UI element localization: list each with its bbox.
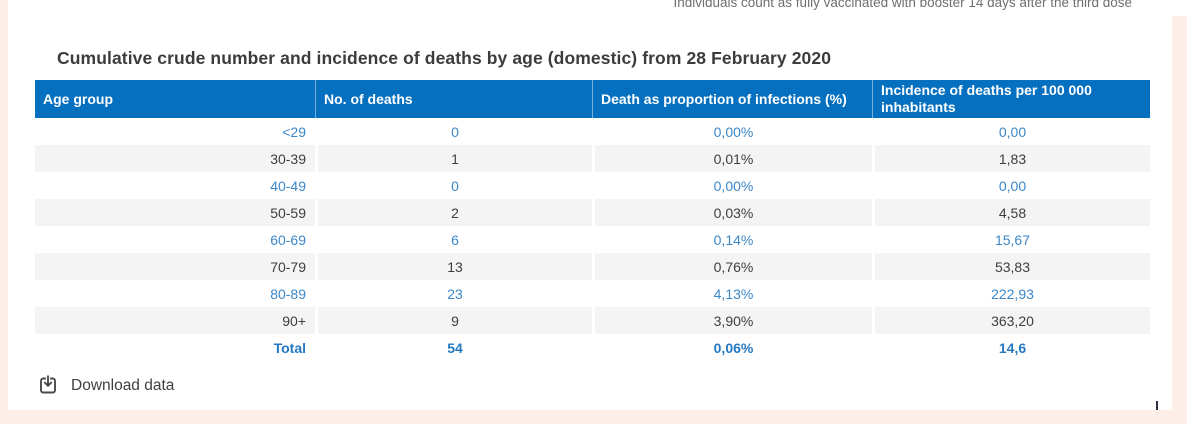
table-cell: 3,90% [592,307,872,334]
table-cell: 0 [315,172,592,199]
page-frame-left [0,0,8,424]
deaths-by-age-table: Age group No. of deaths Death as proport… [35,80,1150,361]
table-row: 90+ 9 3,90% 363,20 [35,307,1150,334]
table-cell: 1,83 [872,145,1150,172]
table-cell: 0,00 [872,118,1150,145]
table-cell-total: Total [35,334,315,361]
table-cell: 60-69 [35,226,315,253]
table-cell: 0,76% [592,253,872,280]
table-row: 60-69 6 0,14% 15,67 [35,226,1150,253]
table-cell: 30-39 [35,145,315,172]
table-cell: 0,03% [592,199,872,226]
table-row: <29 0 0,00% 0,00 [35,118,1150,145]
download-data-label: Download data [71,376,175,394]
table-cell: 50-59 [35,199,315,226]
table-cell: 13 [315,253,592,280]
page-frame-bottom [0,410,1187,424]
download-data-button[interactable]: Download data [38,375,174,396]
table-cell: 0 [315,118,592,145]
table-cell: 4,58 [872,199,1150,226]
header-proportion: Death as proportion of infections (%) [592,80,872,118]
table-cell: 0,01% [592,145,872,172]
scroll-indicator [1156,401,1158,410]
table-cell: 40-49 [35,172,315,199]
header-no-deaths: No. of deaths [315,80,592,118]
table-row: 30-39 1 0,01% 1,83 [35,145,1150,172]
table-cell: 0,00% [592,118,872,145]
table-row: 50-59 2 0,03% 4,58 [35,199,1150,226]
page-title: Cumulative crude number and incidence of… [57,47,832,68]
table-cell: 6 [315,226,592,253]
table-cell: 363,20 [872,307,1150,334]
table-cell: 80-89 [35,280,315,307]
header-incidence: Incidence of deaths per 100 000 inhabita… [872,80,1150,118]
table-cell: 4,13% [592,280,872,307]
table-cell: 90+ [35,307,315,334]
table-cell: 53,83 [872,253,1150,280]
table-cell: 0,00 [872,172,1150,199]
table-cell: 2 [315,199,592,226]
table-cell: 15,67 [872,226,1150,253]
table-row: 40-49 0 0,00% 0,00 [35,172,1150,199]
table-total-row: Total 54 0,06% 14,6 [35,334,1150,361]
table-row: 80-89 23 4,13% 222,93 [35,280,1150,307]
download-tray-icon [38,375,58,396]
table-cell: 0,00% [592,172,872,199]
page-frame-right [1172,16,1187,424]
table-cell: 23 [315,280,592,307]
table-cell: 222,93 [872,280,1150,307]
header-age-group: Age group [35,80,315,118]
table-cell: 0,14% [592,226,872,253]
table-cell: <29 [35,118,315,145]
table-row: 70-79 13 0,76% 53,83 [35,253,1150,280]
vaccination-footnote: Individuals count as fully vaccinated wi… [673,0,1132,10]
table-cell-total: 54 [315,334,592,361]
table-cell: 9 [315,307,592,334]
table-cell: 1 [315,145,592,172]
table-cell: 70-79 [35,253,315,280]
table-cell-total: 0,06% [592,334,872,361]
table-cell-total: 14,6 [872,334,1150,361]
table-header-row: Age group No. of deaths Death as proport… [35,80,1150,118]
